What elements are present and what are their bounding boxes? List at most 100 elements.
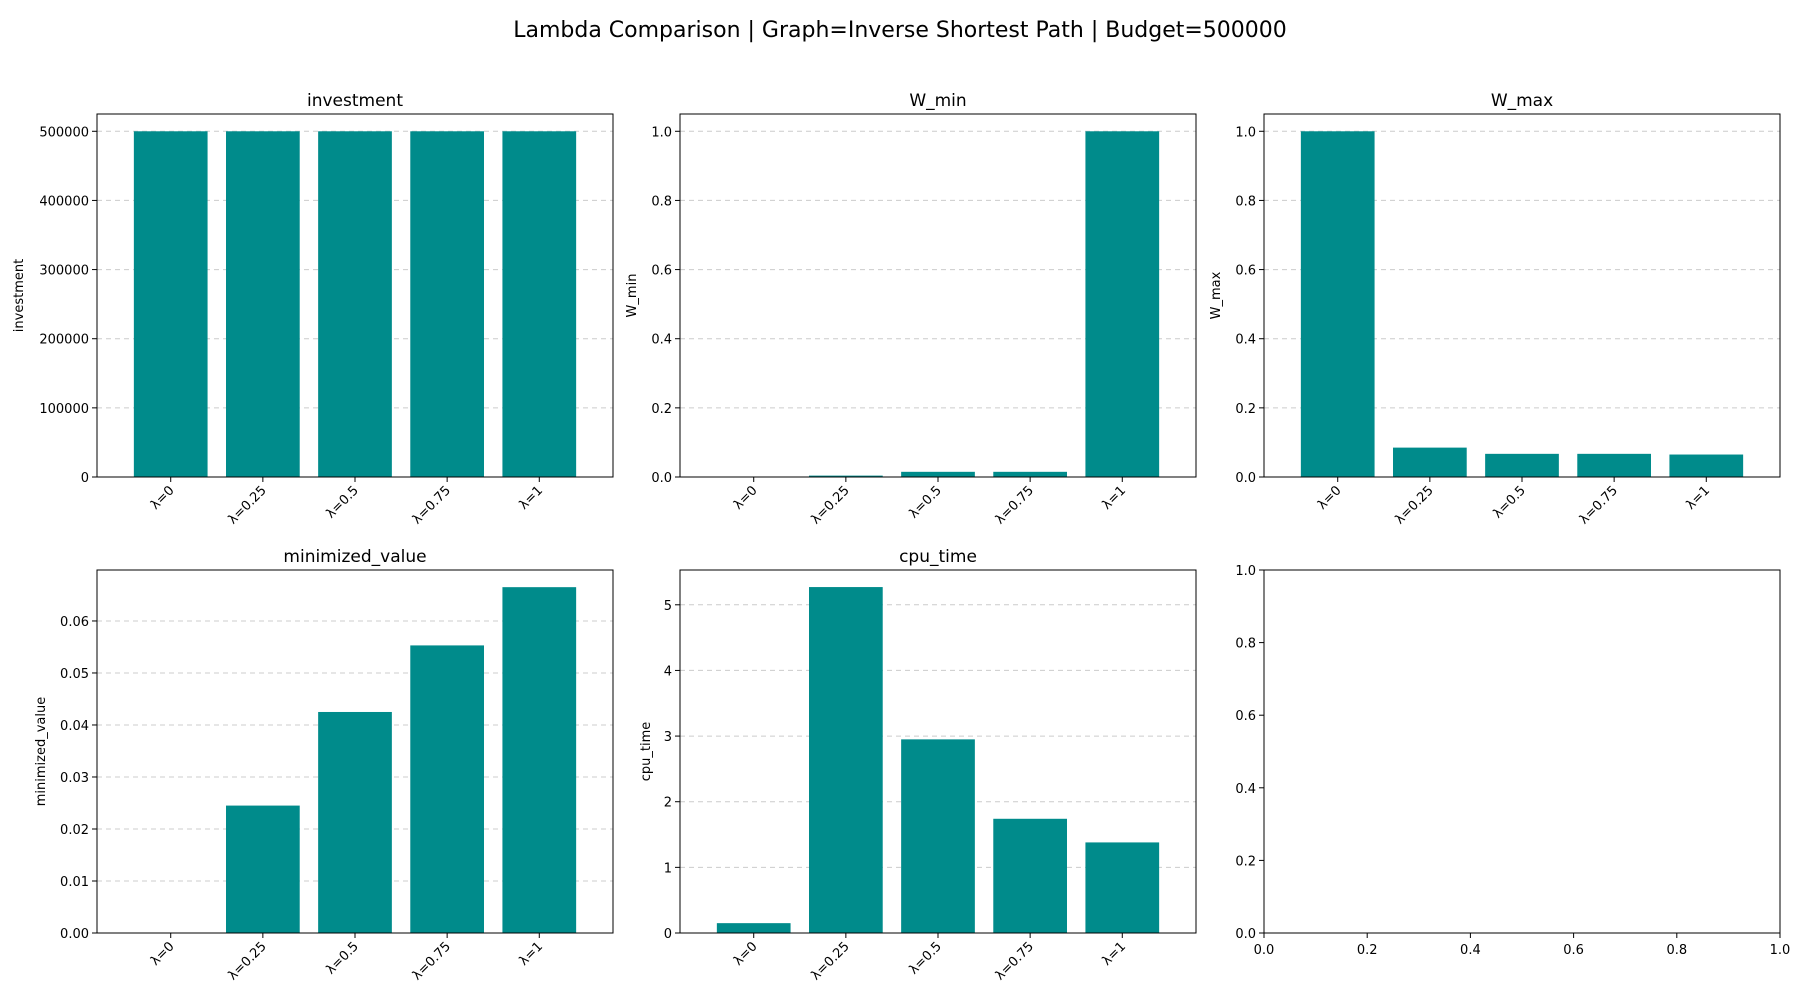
y-tick-label: 0.03 (60, 771, 89, 786)
y-tick-label: 0.8 (1235, 194, 1256, 209)
y-tick-label: 0.6 (1235, 709, 1256, 724)
subplot-title: minimized_value (283, 547, 426, 567)
bar-λ=1 (1669, 454, 1744, 477)
bar-λ=0.25 (809, 475, 883, 477)
x-tick-label: λ=1 (1100, 483, 1130, 513)
x-tick-label: λ=1 (517, 483, 547, 513)
x-tick-label: λ=0.25 (1392, 483, 1436, 527)
x-tick-label: 0.8 (1666, 943, 1687, 958)
bar-λ=0.75 (993, 818, 1067, 933)
bar-λ=1 (1085, 131, 1160, 478)
y-tick-label: 200000 (39, 333, 89, 348)
y-axis-label: W_max (1209, 271, 1224, 319)
x-tick-label: 0.4 (1460, 943, 1481, 958)
bar-λ=0.5 (901, 471, 975, 477)
bar-λ=1 (502, 131, 577, 478)
y-tick-label: 0.04 (60, 719, 89, 734)
axes-frame (1263, 569, 1781, 934)
y-tick-label: 0.8 (1235, 637, 1256, 652)
x-tick-label: 0.0 (1254, 943, 1275, 958)
y-tick-label: 0.4 (1235, 333, 1256, 348)
axes-frame (1263, 113, 1781, 478)
x-tick-label: 0.2 (1357, 943, 1378, 958)
subplot-6: 0.0 0.2 0.4 0.6 0.8 1.0 0.0 0.2 0.4 0.6 0.8 1.0 (1235, 564, 1790, 958)
x-tick-label: λ=0 (731, 483, 761, 513)
y-tick-label: 3 (664, 730, 672, 745)
bar-λ=0.25 (809, 587, 883, 933)
y-tick-label: 1.0 (1235, 125, 1256, 140)
y-tick-label: 4 (664, 664, 672, 679)
x-tick-label: λ=0 (1315, 483, 1345, 513)
subplot-title: W_max (1491, 91, 1553, 111)
x-tick-label: λ=0.25 (808, 483, 852, 527)
x-tick-label: λ=1 (1684, 483, 1714, 513)
y-tick-label: 1.0 (651, 125, 672, 140)
subplot-2: λ=0 λ=0.25 λ=0.5 λ=0.75 λ=1 0.0 0.2 0.4 0.6 0.8 1.… (625, 91, 1197, 527)
bar-λ=1 (502, 587, 577, 933)
subplot-4: λ=0 λ=0.25 λ=0.5 λ=0.75 λ=1 0.00 0.01 0.02 0.03 0… (34, 547, 614, 983)
axes-frame (96, 113, 614, 478)
x-tick-label: λ=0.5 (323, 939, 361, 977)
y-tick-label: 500000 (39, 125, 89, 140)
subplot-title: W_min (909, 91, 966, 111)
axes-frame (679, 569, 1197, 934)
subplot-1: λ=0 λ=0.25 λ=0.5 λ=0.75 λ=1 0 100000 200000 3000… (12, 91, 614, 527)
x-tick-label: λ=0.25 (225, 483, 269, 527)
y-tick-label: 100000 (39, 402, 89, 417)
subplot-title: cpu_time (899, 547, 977, 567)
figure-suptitle: Lambda Comparison | Graph=Inverse Shorte… (513, 18, 1287, 43)
y-tick-label: 0.00 (60, 927, 89, 942)
bar-λ=0.75 (410, 131, 484, 478)
subplot-3: λ=0 λ=0.25 λ=0.5 λ=0.75 λ=1 0.0 0.2 0.4 0.6 0.8 1.… (1209, 91, 1781, 527)
bar-λ=0.5 (318, 131, 392, 478)
bar-λ=0.75 (993, 471, 1067, 477)
y-tick-label: 300000 (39, 264, 89, 279)
axes-frame (679, 113, 1197, 478)
y-axis-label: investment (12, 259, 27, 332)
y-tick-label: 0.0 (1235, 927, 1256, 942)
y-tick-label: 1.0 (1235, 564, 1256, 579)
y-tick-label: 0.8 (651, 194, 672, 209)
bar-λ=0 (716, 923, 791, 933)
x-tick-label: λ=0.5 (906, 939, 944, 977)
x-tick-label: λ=0.25 (225, 939, 269, 983)
bar-λ=0.25 (226, 131, 300, 478)
x-tick-label: λ=1 (517, 939, 547, 969)
axes-frame (96, 569, 614, 934)
y-tick-label: 0.0 (651, 471, 672, 486)
y-axis-label: W_min (625, 274, 640, 318)
y-axis-label: cpu_time (639, 722, 654, 782)
y-tick-label: 0.6 (1235, 264, 1256, 279)
x-tick-label: λ=0.75 (410, 939, 454, 983)
x-tick-label: λ=0 (148, 939, 178, 969)
bar-λ=0.5 (1485, 453, 1559, 477)
x-tick-label: λ=0.75 (1577, 483, 1621, 527)
x-tick-label: λ=0.75 (993, 939, 1037, 983)
y-tick-label: 0.01 (60, 875, 89, 890)
bar-λ=0.25 (1393, 447, 1467, 477)
x-tick-label: λ=0.5 (323, 483, 361, 521)
y-tick-label: 0.2 (1235, 854, 1256, 869)
x-tick-label: λ=0.25 (808, 939, 852, 983)
subplot-5: λ=0 λ=0.25 λ=0.5 λ=0.75 λ=1012345cpu_timecpu… (639, 547, 1197, 983)
y-tick-label: 0.2 (651, 402, 672, 417)
y-tick-label: 0.05 (60, 667, 89, 682)
bar-λ=0.75 (1577, 453, 1651, 477)
y-tick-label: 0 (81, 471, 89, 486)
y-tick-label: 2 (664, 796, 672, 811)
subplot-title: investment (307, 91, 403, 111)
bar-λ=0 (133, 131, 208, 478)
x-tick-label: λ=0.5 (1490, 483, 1528, 521)
bar-λ=0.75 (410, 645, 484, 933)
y-axis-label: minimized_value (34, 697, 49, 806)
y-tick-label: 400000 (39, 194, 89, 209)
y-tick-label: 0.6 (651, 264, 672, 279)
x-tick-label: 0.6 (1563, 943, 1584, 958)
y-tick-label: 0.02 (60, 823, 89, 838)
bar-λ=0 (1300, 131, 1375, 478)
x-tick-label: λ=0.75 (993, 483, 1037, 527)
bar-λ=1 (1085, 842, 1160, 933)
y-tick-label: 0.2 (1235, 402, 1256, 417)
y-tick-label: 0.06 (60, 615, 89, 630)
